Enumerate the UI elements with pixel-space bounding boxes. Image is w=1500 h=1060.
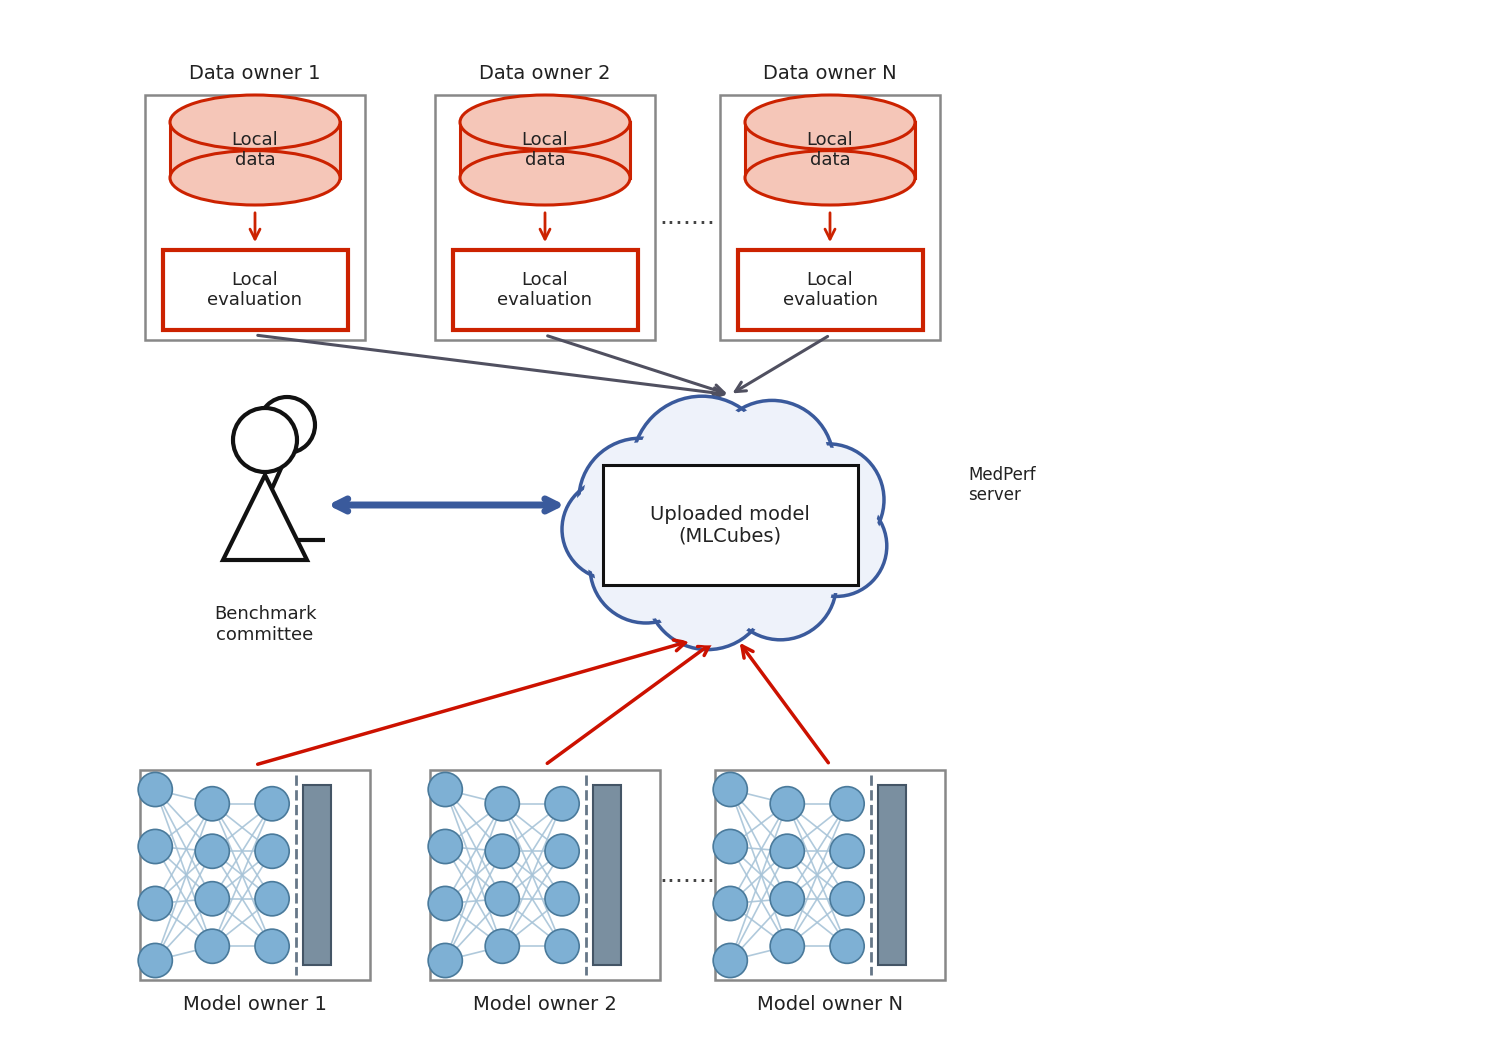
Text: Model owner 1: Model owner 1	[183, 995, 327, 1014]
Ellipse shape	[170, 95, 340, 149]
Circle shape	[830, 930, 864, 964]
Circle shape	[195, 787, 230, 820]
Text: .......: .......	[660, 863, 716, 887]
Circle shape	[594, 515, 698, 619]
Circle shape	[786, 496, 886, 597]
Circle shape	[590, 511, 702, 623]
Circle shape	[632, 396, 772, 536]
FancyBboxPatch shape	[878, 784, 906, 966]
Circle shape	[255, 930, 290, 964]
Text: Local
data: Local data	[231, 130, 279, 170]
Polygon shape	[170, 122, 340, 178]
Circle shape	[484, 787, 519, 820]
Circle shape	[729, 532, 833, 635]
Circle shape	[830, 834, 864, 868]
Circle shape	[427, 829, 462, 864]
Circle shape	[195, 882, 230, 916]
Text: Local
evaluation: Local evaluation	[207, 270, 303, 310]
Text: MedPerf
server: MedPerf server	[968, 465, 1035, 505]
Circle shape	[716, 405, 828, 518]
FancyBboxPatch shape	[146, 95, 364, 340]
Circle shape	[579, 438, 702, 562]
FancyBboxPatch shape	[592, 784, 621, 966]
Circle shape	[712, 943, 747, 977]
Circle shape	[584, 443, 698, 556]
Circle shape	[724, 528, 837, 640]
Circle shape	[638, 402, 766, 531]
Circle shape	[830, 882, 864, 916]
Circle shape	[712, 829, 747, 864]
Ellipse shape	[460, 151, 630, 205]
Circle shape	[790, 499, 883, 593]
FancyBboxPatch shape	[430, 770, 660, 980]
FancyBboxPatch shape	[453, 250, 638, 330]
Text: Uploaded model
(MLCubes): Uploaded model (MLCubes)	[650, 505, 810, 546]
Ellipse shape	[746, 95, 915, 149]
Circle shape	[772, 444, 883, 555]
Circle shape	[138, 886, 172, 920]
Circle shape	[712, 886, 747, 920]
Circle shape	[138, 773, 172, 807]
Circle shape	[562, 479, 663, 580]
Circle shape	[427, 886, 462, 920]
Text: Model owner 2: Model owner 2	[472, 995, 616, 1014]
Circle shape	[195, 930, 230, 964]
Circle shape	[255, 787, 290, 820]
FancyBboxPatch shape	[140, 770, 370, 980]
Ellipse shape	[746, 151, 915, 205]
Circle shape	[484, 930, 519, 964]
FancyBboxPatch shape	[603, 465, 858, 585]
Circle shape	[255, 882, 290, 916]
FancyBboxPatch shape	[303, 784, 332, 966]
Circle shape	[712, 773, 747, 807]
FancyBboxPatch shape	[435, 95, 656, 340]
Circle shape	[651, 531, 765, 644]
Polygon shape	[746, 122, 915, 178]
Text: Data owner 2: Data owner 2	[480, 64, 610, 83]
Polygon shape	[460, 122, 630, 178]
Circle shape	[770, 787, 804, 820]
Text: Benchmark
committee: Benchmark committee	[213, 605, 316, 643]
Circle shape	[484, 882, 519, 916]
Circle shape	[544, 834, 579, 868]
Text: Local
evaluation: Local evaluation	[498, 270, 592, 310]
Circle shape	[544, 882, 579, 916]
FancyBboxPatch shape	[162, 250, 348, 330]
Circle shape	[255, 834, 290, 868]
Circle shape	[138, 829, 172, 864]
FancyBboxPatch shape	[720, 95, 940, 340]
Circle shape	[830, 787, 864, 820]
Circle shape	[566, 483, 658, 576]
Circle shape	[138, 943, 172, 977]
Circle shape	[544, 787, 579, 820]
Circle shape	[777, 448, 879, 551]
Ellipse shape	[460, 95, 630, 149]
Circle shape	[427, 943, 462, 977]
Text: Local
data: Local data	[807, 130, 853, 170]
Circle shape	[484, 834, 519, 868]
FancyBboxPatch shape	[738, 250, 922, 330]
Circle shape	[427, 773, 462, 807]
Text: Local
evaluation: Local evaluation	[783, 270, 877, 310]
Text: Local
data: Local data	[522, 130, 568, 170]
Ellipse shape	[170, 151, 340, 205]
Circle shape	[711, 401, 834, 524]
Circle shape	[544, 930, 579, 964]
Text: Model owner N: Model owner N	[758, 995, 903, 1014]
Circle shape	[232, 408, 297, 472]
Circle shape	[770, 930, 804, 964]
Circle shape	[195, 834, 230, 868]
Text: Data owner N: Data owner N	[764, 64, 897, 83]
Text: .......: .......	[660, 206, 716, 230]
Circle shape	[770, 834, 804, 868]
Circle shape	[770, 882, 804, 916]
FancyBboxPatch shape	[716, 770, 945, 980]
Circle shape	[646, 527, 770, 650]
Polygon shape	[224, 475, 308, 560]
Text: Data owner 1: Data owner 1	[189, 64, 321, 83]
